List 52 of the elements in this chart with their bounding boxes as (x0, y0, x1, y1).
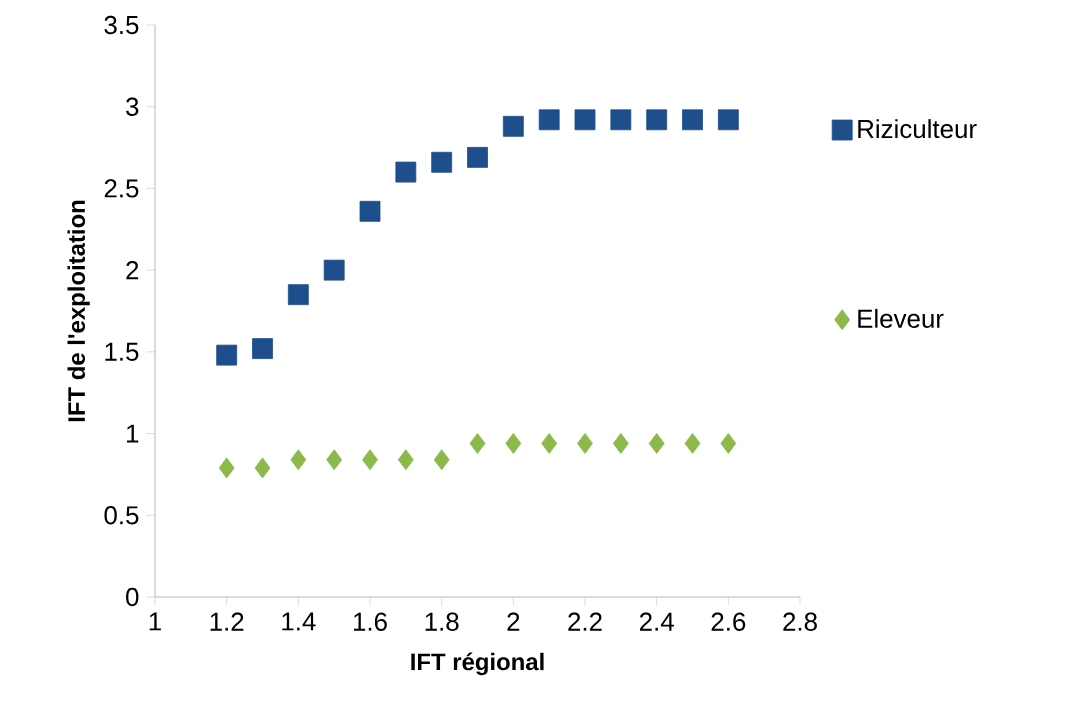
point (541, 432, 558, 454)
point (612, 432, 629, 454)
y-tick-label: 2 (126, 261, 139, 280)
y-tick-label: 0.5 (104, 506, 139, 525)
x-tick-label: 1.4 (282, 612, 316, 631)
point (252, 338, 273, 359)
y-axis-title: IFT de l'exploitation (67, 200, 90, 422)
point (682, 109, 703, 131)
point (326, 449, 343, 471)
point (505, 432, 522, 454)
point (646, 109, 668, 131)
point (574, 109, 596, 131)
point (397, 449, 414, 471)
point (467, 146, 488, 168)
x-tick-label: 2.6 (711, 612, 746, 631)
x-tick-label: 2.2 (568, 612, 602, 631)
point (359, 200, 381, 222)
point (218, 457, 235, 479)
point (469, 432, 486, 454)
y-tick-label: 0 (126, 587, 139, 607)
point (433, 449, 450, 471)
y-tick-label: 3 (126, 97, 139, 116)
point (717, 109, 739, 131)
x-tick-label: 1.6 (353, 612, 387, 631)
x-tick-label: 2 (507, 612, 520, 631)
y-tick-label: 1 (127, 424, 139, 443)
point (395, 161, 417, 183)
y-tick-label: 3.5 (104, 15, 139, 35)
legend-label: Riziculteur (858, 119, 977, 139)
point (287, 284, 309, 306)
y-tick-label: 2.5 (104, 179, 139, 198)
x-tick-label: 2.8 (783, 612, 817, 631)
legend-label: Eleveur (858, 308, 944, 328)
point (254, 457, 271, 479)
point (431, 151, 453, 173)
point (216, 344, 238, 366)
point (362, 449, 378, 471)
point (323, 259, 345, 281)
point (538, 109, 560, 131)
point (720, 432, 737, 454)
x-tick-label: 1.8 (425, 612, 459, 631)
y-tick-label: 1.5 (105, 342, 139, 361)
point (684, 432, 701, 454)
x-tick-label: 1.2 (210, 612, 244, 631)
point (290, 449, 307, 471)
point (648, 432, 665, 454)
x-axis-title: IFT régional (411, 652, 544, 676)
x-tick-label: 1 (149, 612, 161, 631)
point (502, 115, 524, 137)
x-tick-label: 2.4 (639, 612, 674, 631)
point (610, 109, 632, 131)
point (577, 432, 593, 454)
